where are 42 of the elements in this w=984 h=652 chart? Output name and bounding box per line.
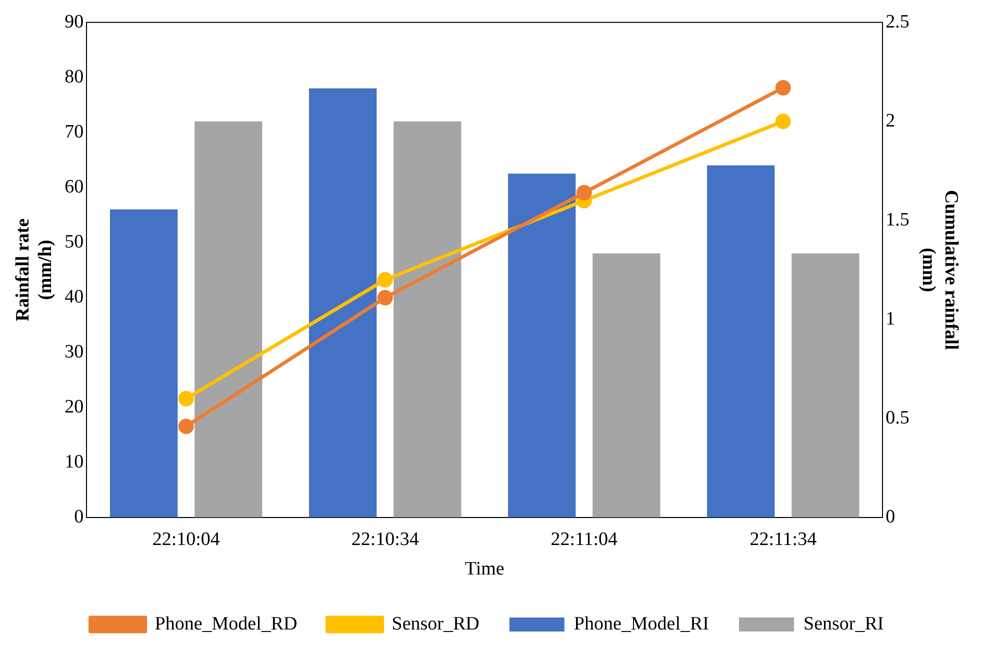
point [377,290,393,306]
point [775,114,791,130]
point [377,272,393,288]
y2-tick-label: 0.5 [886,407,910,428]
x-tick-label: 22:11:34 [750,528,818,550]
bar [792,253,860,518]
legend-label: Sensor_RD [392,613,480,634]
y2-tick-label: 1 [886,308,896,330]
x-axis-title: Time [464,558,504,580]
y2-tick-label: 2 [886,110,896,132]
y-tick-label: 90 [64,11,84,32]
bar [508,174,576,518]
x-tick-label: 22:10:34 [351,528,420,550]
x-tick-label: 22:11:04 [550,528,618,550]
legend-label: Phone_Model_RD [154,613,298,634]
bar [308,88,377,518]
point [178,418,194,434]
y-tick-label: 30 [64,341,84,362]
y-axis-title: Rainfall rate (mm/h) [12,218,56,322]
y-tick-label: 10 [64,451,84,472]
y2-tick-label: 1.5 [886,209,910,230]
x-tick-label: 22:10:04 [152,528,220,550]
bar [194,121,262,518]
point [178,390,194,406]
point [576,184,592,200]
legend-label: Phone_Model_RI [574,613,710,634]
y-tick-label: 50 [64,231,84,252]
y2-axis-title: Cumulative rainfall (mm) [918,190,962,350]
y-tick-label: 80 [64,66,84,88]
legend-label: Sensor_RI [804,613,884,634]
y-tick-label: 70 [64,121,84,142]
bar [592,253,660,518]
bar [110,209,178,518]
bar [394,121,462,518]
y2-tick-label: 2.5 [886,11,910,32]
bar [707,165,775,518]
point [775,80,791,96]
y-tick-label: 40 [64,286,84,308]
y-tick-label: 60 [64,176,84,198]
y2-tick-label: 0 [886,506,896,528]
y-tick-label: 20 [64,396,84,418]
y-tick-label: 0 [74,506,84,528]
